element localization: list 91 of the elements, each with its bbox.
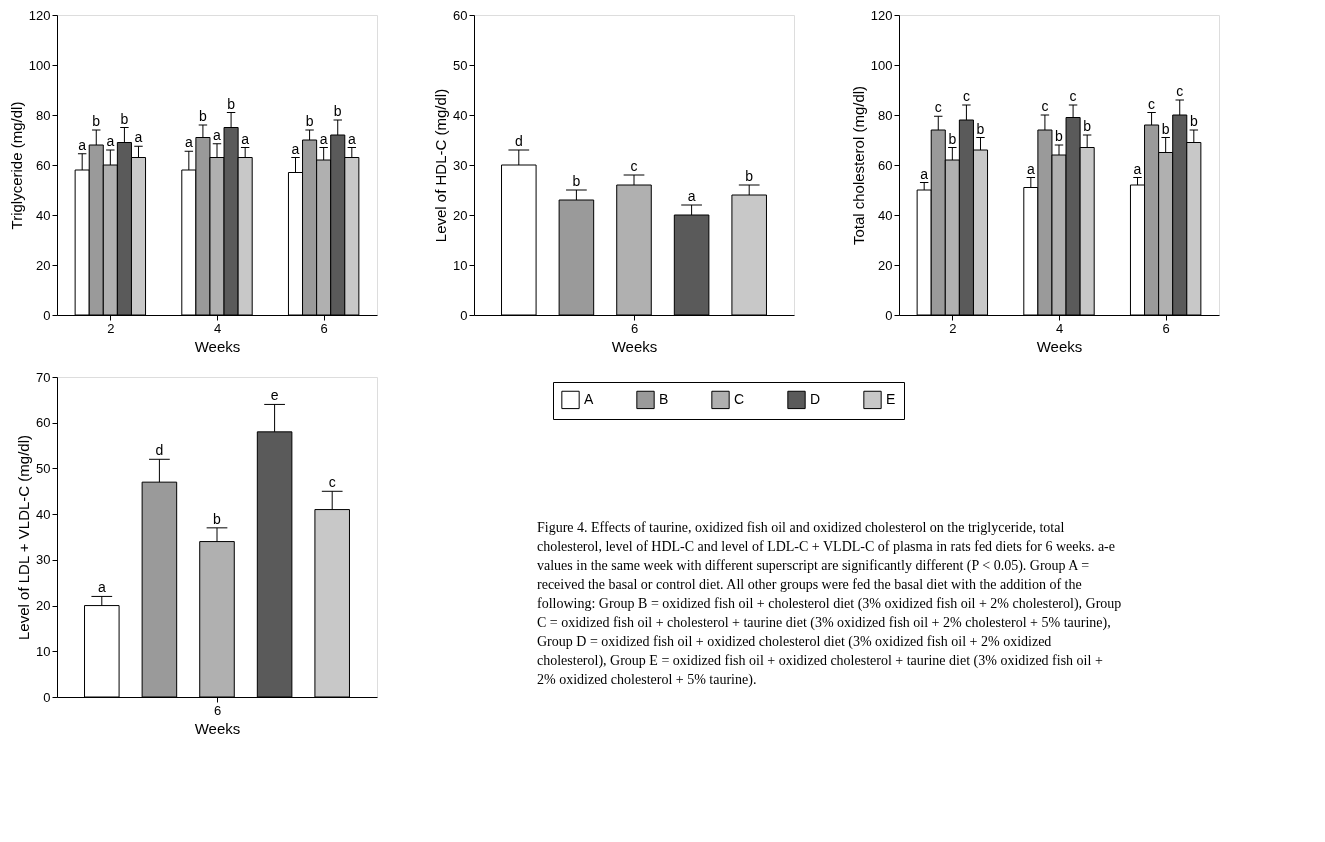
data-label: b xyxy=(199,108,208,124)
data-label: c xyxy=(630,158,638,174)
y-tick-label: 100 xyxy=(870,57,893,73)
data-label: b xyxy=(572,173,581,189)
data-label: a xyxy=(1133,160,1142,177)
x-tick-label: 6 xyxy=(213,702,222,718)
x-tick-label: 4 xyxy=(1055,320,1064,336)
y-tick-label: 40 xyxy=(36,506,51,522)
data-label: b xyxy=(305,113,314,129)
x-axis-title: Weeks xyxy=(194,719,241,737)
y-tick-label: 120 xyxy=(28,7,51,23)
data-label: b xyxy=(745,168,754,184)
data-label: a xyxy=(106,133,115,149)
data-label: e xyxy=(270,387,279,404)
data-label: a xyxy=(97,579,106,596)
data-label: a xyxy=(687,188,696,204)
legend-label: E xyxy=(886,390,896,407)
y-tick-label: 120 xyxy=(870,7,893,23)
y-tick-label: 60 xyxy=(36,157,51,173)
y-tick-label: 60 xyxy=(36,415,51,431)
y-tick-label: 60 xyxy=(878,157,893,173)
y-axis-title: Triglyceride (mg/dl) xyxy=(7,101,25,230)
x-axis-title: Weeks xyxy=(611,337,658,355)
x-tick-label: 6 xyxy=(630,320,639,336)
data-label: a xyxy=(134,129,143,146)
y-tick-label: 100 xyxy=(28,57,51,73)
data-label: b xyxy=(1055,128,1064,144)
data-label: a xyxy=(184,134,193,151)
data-label: c xyxy=(962,88,970,104)
data-label: b xyxy=(1083,118,1092,134)
y-tick-label: 50 xyxy=(36,460,51,476)
y-tick-label: 50 xyxy=(453,57,468,73)
y-tick-label: 20 xyxy=(36,598,51,614)
x-tick-label: 6 xyxy=(320,320,328,336)
y-tick-label: 40 xyxy=(36,207,51,223)
legend-label: B xyxy=(659,390,669,407)
data-label: a xyxy=(920,165,929,182)
data-label: a xyxy=(347,130,356,147)
y-tick-label: 40 xyxy=(453,107,468,123)
y-tick-label: 30 xyxy=(453,157,468,173)
data-label: b xyxy=(1189,113,1198,129)
data-label: c xyxy=(934,99,942,116)
data-label: d xyxy=(514,133,523,149)
legend-label: D xyxy=(810,390,821,407)
y-tick-label: 10 xyxy=(453,257,468,273)
y-tick-label: 60 xyxy=(453,7,468,23)
y-tick-label: 20 xyxy=(36,257,51,273)
data-label: c xyxy=(1176,83,1184,99)
y-axis-title: Total cholesterol (mg/dl) xyxy=(849,85,867,246)
x-tick-label: 6 xyxy=(1162,320,1170,336)
data-label: b xyxy=(976,120,985,137)
data-label: a xyxy=(241,130,250,147)
x-tick-label: 2 xyxy=(949,320,957,336)
x-axis-title: Weeks xyxy=(1036,337,1083,355)
data-label: a xyxy=(1026,160,1035,177)
y-tick-label: 30 xyxy=(36,552,51,568)
y-tick-label: 0 xyxy=(885,307,893,323)
data-label: a xyxy=(291,140,300,157)
y-tick-label: 0 xyxy=(43,689,51,705)
y-tick-label: 40 xyxy=(878,207,893,223)
y-tick-label: 80 xyxy=(878,107,893,123)
data-label: c xyxy=(1148,95,1156,112)
data-label: a xyxy=(213,126,222,143)
data-label: c xyxy=(1069,88,1077,104)
y-axis-title: Level of HDL-C (mg/dl) xyxy=(432,88,450,243)
data-label: b xyxy=(948,130,957,147)
data-label: b xyxy=(227,95,236,112)
y-tick-label: 20 xyxy=(453,207,468,223)
y-tick-label: 0 xyxy=(460,307,468,323)
y-tick-label: 20 xyxy=(878,257,893,273)
legend-label: C xyxy=(734,390,745,407)
data-label: b xyxy=(120,110,129,127)
legend-label: A xyxy=(584,390,594,407)
text: Figure 4. Effects of taurine, oxidized fish oil and oxidized cholesterol on the triglyceride, total cholesterol, level of HDL-C and level of LDL-C + VLDL-C of plasma in rats fed diets for 6 weeks. a-e values in the same week with different superscript are significantly different (P < 0.05). Group A = received the basal or control diet. All other groups were fed the basal diet with the addition of the following: Group B = oxidized fish oil + cholesterol diet (3% oxidized fish oil + 2% cholesterol), Group C = oxidized fish oil + cholesterol + taurine diet (3% oxidized fish oil + 2% cholesterol + 5% taurine), Group D = oxidized fish oil + oxidized cholesterol diet (3% oxidized fish oil + 2% oxidized cholesterol), Group E = oxidized fish oil + oxidized cholesterol + taurine diet (3% oxidized fish oil + 2% oxidized cholesterol + 5% taurine). xyxy=(537,520,1122,687)
y-axis-title: Level of LDL + VLDL-C (mg/dl) xyxy=(15,435,33,640)
data-label: b xyxy=(333,103,342,119)
y-tick-label: 70 xyxy=(36,369,51,385)
x-tick-label: 4 xyxy=(213,320,222,336)
data-label: b xyxy=(1161,120,1170,137)
data-label: a xyxy=(78,136,87,153)
y-tick-label: 10 xyxy=(36,643,51,659)
data-label: c xyxy=(328,474,336,491)
data-label: b xyxy=(92,113,101,129)
data-label: b xyxy=(213,510,222,527)
x-axis-title: Weeks xyxy=(194,337,241,355)
data-label: c xyxy=(1041,98,1049,114)
y-tick-label: 0 xyxy=(43,307,51,323)
y-tick-label: 80 xyxy=(36,107,51,123)
data-label: d xyxy=(155,442,164,459)
x-tick-label: 2 xyxy=(107,320,115,336)
data-label: a xyxy=(319,130,328,147)
